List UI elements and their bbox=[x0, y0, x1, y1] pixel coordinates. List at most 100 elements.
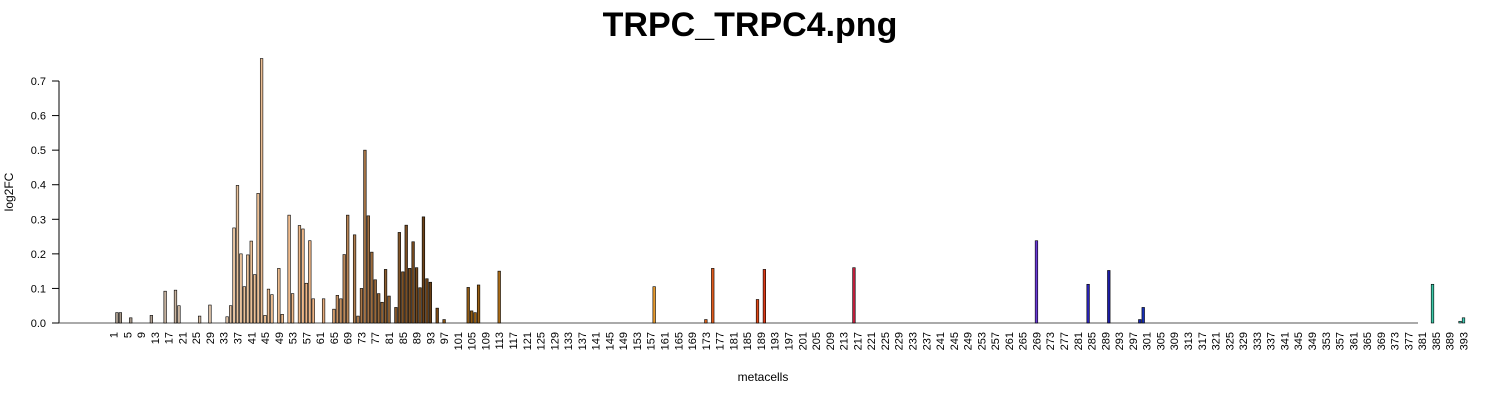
bar-76 bbox=[370, 251, 374, 324]
bar-6 bbox=[129, 317, 133, 324]
x-tick-label: 57 bbox=[301, 332, 313, 344]
y-axis-title: log2FC bbox=[2, 172, 16, 211]
chart-title: TRPC_TRPC4.png bbox=[602, 6, 898, 44]
bar-49 bbox=[277, 268, 281, 324]
bar-29 bbox=[208, 304, 212, 324]
x-tick-label: 61 bbox=[315, 332, 327, 344]
bar-46 bbox=[266, 288, 271, 324]
x-tick-label: 65 bbox=[329, 332, 341, 344]
x-tick-label: 221 bbox=[866, 332, 878, 350]
y-tick-label: 0.2 bbox=[31, 249, 46, 261]
x-tick-label: 229 bbox=[894, 332, 906, 350]
x-tick-label: 77 bbox=[370, 332, 382, 344]
x-tick-label: 269 bbox=[1031, 332, 1043, 350]
x-tick-label: 133 bbox=[563, 332, 575, 350]
bar-95 bbox=[435, 307, 439, 324]
bar-86 bbox=[404, 224, 408, 324]
bar-290 bbox=[1107, 270, 1111, 324]
x-tick-label: 333 bbox=[1252, 332, 1264, 350]
x-tick-label: 125 bbox=[536, 332, 548, 350]
x-tick-label: 277 bbox=[1059, 332, 1071, 350]
bar-90 bbox=[418, 287, 422, 324]
bar-284 bbox=[1086, 283, 1090, 324]
bar-300 bbox=[1141, 307, 1145, 324]
x-tick-label: 9 bbox=[136, 332, 148, 338]
bar-92 bbox=[425, 278, 429, 324]
x-tick-label: 213 bbox=[839, 332, 851, 350]
bar-392 bbox=[1458, 320, 1462, 324]
x-tick-label: 357 bbox=[1335, 332, 1347, 350]
bar-173 bbox=[704, 319, 708, 324]
bar-97 bbox=[442, 319, 446, 324]
bar-2 bbox=[115, 312, 119, 324]
x-tick-label: 1 bbox=[109, 332, 121, 338]
bar-78 bbox=[377, 293, 381, 324]
x-tick-label: 337 bbox=[1266, 332, 1278, 350]
bar-175 bbox=[711, 268, 715, 324]
x-tick-label: 141 bbox=[591, 332, 603, 350]
bar-158 bbox=[652, 286, 656, 324]
y-tick-label: 0.3 bbox=[31, 214, 46, 226]
x-tick-label: 185 bbox=[742, 332, 754, 350]
x-tick-label: 17 bbox=[164, 332, 176, 344]
bar-52 bbox=[287, 214, 291, 324]
bar-384 bbox=[1430, 283, 1435, 324]
x-tick-label: 217 bbox=[852, 332, 864, 350]
x-tick-label: 69 bbox=[343, 332, 355, 344]
x-tick-label: 281 bbox=[1073, 332, 1085, 350]
x-tick-label: 193 bbox=[770, 332, 782, 350]
bar-72 bbox=[356, 315, 360, 324]
bar-77 bbox=[373, 279, 377, 324]
x-tick-label: 361 bbox=[1348, 332, 1360, 350]
x-tick-label: 197 bbox=[784, 332, 796, 350]
x-tick-label: 305 bbox=[1155, 332, 1167, 350]
bar-3 bbox=[118, 312, 122, 324]
x-tick-label: 165 bbox=[673, 332, 685, 350]
bar-41 bbox=[249, 240, 253, 324]
bar-71 bbox=[352, 234, 357, 324]
bar-393 bbox=[1461, 317, 1466, 324]
x-tick-label: 145 bbox=[604, 332, 616, 350]
bar-299 bbox=[1138, 319, 1142, 324]
bar-107 bbox=[476, 284, 481, 324]
y-tick-label: 0.0 bbox=[31, 318, 46, 330]
x-tick-label: 393 bbox=[1459, 332, 1471, 350]
x-tick-label: 285 bbox=[1087, 332, 1099, 350]
x-tick-label: 93 bbox=[425, 332, 437, 344]
bar-88 bbox=[411, 241, 415, 324]
y-tick-label: 0.7 bbox=[31, 76, 46, 88]
x-tick-label: 37 bbox=[232, 332, 244, 344]
bar-93 bbox=[428, 281, 432, 324]
x-tick-label: 153 bbox=[632, 332, 644, 350]
bar-62 bbox=[321, 298, 326, 324]
x-tick-label: 121 bbox=[522, 332, 534, 350]
x-tick-label: 117 bbox=[508, 332, 520, 350]
x-tick-label: 293 bbox=[1114, 332, 1126, 350]
bar-67 bbox=[339, 298, 343, 324]
x-tick-label: 137 bbox=[577, 332, 589, 350]
x-tick-label: 377 bbox=[1403, 332, 1415, 350]
bar-53 bbox=[290, 293, 295, 324]
bar-20 bbox=[177, 305, 181, 324]
bar-26 bbox=[197, 315, 202, 324]
bar-269 bbox=[1034, 240, 1039, 324]
x-tick-label: 257 bbox=[990, 332, 1002, 350]
x-tick-label: 265 bbox=[1018, 332, 1030, 350]
x-tick-label: 381 bbox=[1417, 332, 1429, 350]
bar-43 bbox=[256, 193, 260, 324]
bar-57 bbox=[304, 282, 308, 324]
x-tick-label: 261 bbox=[1004, 332, 1016, 350]
x-tick-label: 85 bbox=[398, 332, 410, 344]
x-tick-label: 25 bbox=[191, 332, 203, 344]
x-tick-label: 345 bbox=[1293, 332, 1305, 350]
x-tick-label: 349 bbox=[1307, 332, 1319, 350]
x-tick-label: 301 bbox=[1142, 332, 1154, 350]
bar-89 bbox=[414, 267, 419, 324]
x-tick-label: 181 bbox=[728, 332, 740, 350]
bars-group bbox=[115, 58, 1466, 324]
x-tick-label: 341 bbox=[1279, 332, 1291, 350]
bar-65 bbox=[332, 308, 336, 324]
bar-19 bbox=[173, 289, 178, 324]
x-tick-label: 157 bbox=[646, 332, 658, 350]
x-tick-label: 29 bbox=[205, 332, 217, 344]
